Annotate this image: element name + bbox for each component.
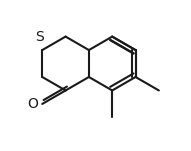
Text: S: S: [35, 30, 44, 44]
Text: O: O: [27, 97, 38, 111]
